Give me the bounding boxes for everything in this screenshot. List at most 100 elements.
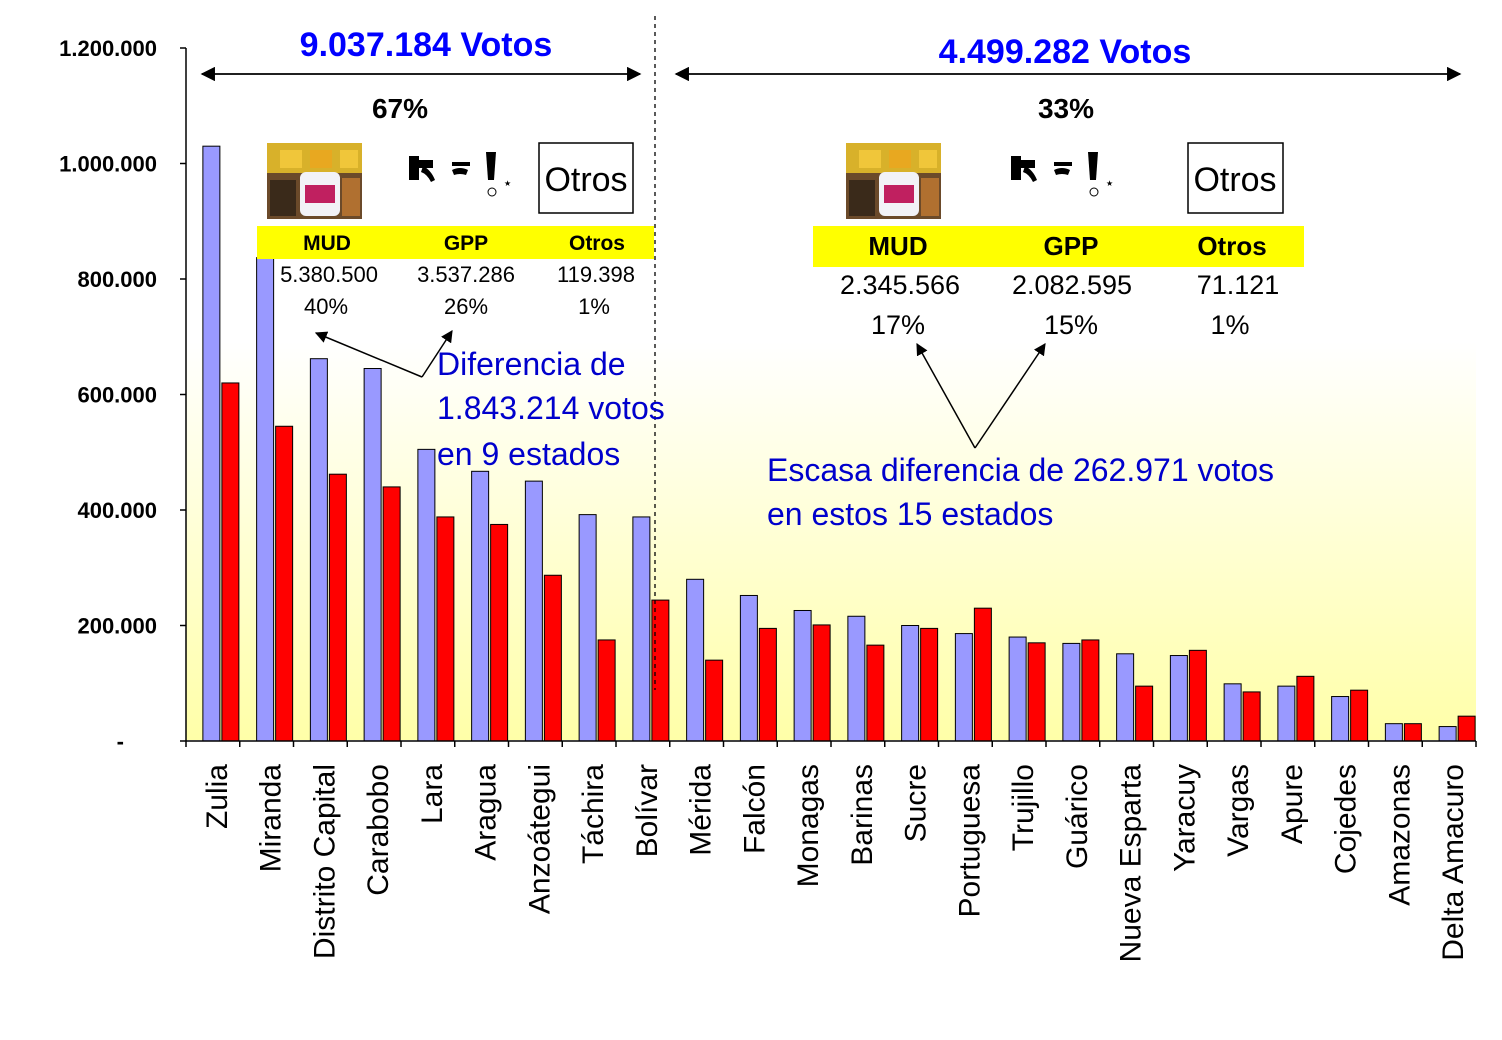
x-tick-label-monagas: Monagas (792, 764, 825, 887)
bar-series1-delta-amacuro (1438, 726, 1457, 742)
left-mud-photo (267, 143, 362, 219)
bar-series2-guárico (1081, 639, 1100, 742)
x-tick-label-delta-amacuro: Delta Amacuro (1437, 764, 1470, 961)
x-tick-label-amazonas: Amazonas (1383, 764, 1416, 906)
svg-text:★: ★ (504, 179, 511, 188)
bar-series2-bolívar (651, 599, 670, 742)
bar-series1-barinas (847, 615, 866, 742)
bar-series1-anzoátegui (524, 480, 543, 742)
bar-series2-lara (436, 516, 455, 742)
left-value-gpp: 3.537.286 (417, 262, 515, 287)
bar-series2-apure (1296, 675, 1315, 742)
bar-series1-guárico (1062, 642, 1081, 742)
left-otros-box-label: Otros (544, 161, 627, 199)
bar-series1-lara (417, 448, 436, 742)
bar-series2-mérida (705, 659, 724, 742)
y-tick-label: - (117, 729, 124, 754)
x-tick-label-táchira: Táchira (577, 764, 610, 864)
bar-series2-vargas (1242, 691, 1261, 742)
x-tick-label-guárico: Guárico (1061, 764, 1094, 869)
bar-series2-trujillo (1027, 642, 1046, 742)
x-tick-label-falcón: Falcón (738, 764, 771, 854)
x-tick-label-carabobo: Carabobo (362, 764, 395, 896)
left-header-gpp: GPP (444, 232, 488, 255)
x-tick-label-barinas: Barinas (846, 764, 879, 866)
left-value-mud: 5.380.500 (280, 262, 378, 287)
bar-series2-nueva-esparta (1135, 685, 1154, 742)
right-note-arrow-gpp (974, 343, 1046, 449)
bar-series1-yaracuy (1169, 655, 1188, 742)
x-tick-label-mérida: Mérida (685, 764, 718, 856)
right-mud-photo (846, 143, 941, 219)
x-tick-label-sucre: Sucre (900, 764, 933, 842)
bar-series1-táchira (578, 514, 597, 742)
left-pct-gpp: 26% (444, 294, 488, 319)
bar-series1-distrito-capital (309, 358, 328, 742)
right-note-line-2: en estos 15 estados (767, 496, 1053, 532)
bar-series2-amazonas (1403, 723, 1422, 742)
left-note-line-2: 1.843.214 votos (437, 390, 665, 426)
bar-series2-falcón (758, 627, 777, 742)
x-tick-label-nueva-esparta: Nueva Esparta (1115, 764, 1148, 963)
x-tick-label-aragua: Aragua (470, 764, 503, 861)
left-otros-box (538, 142, 634, 214)
bar-series1-sucre (901, 625, 920, 742)
svg-text:★: ★ (1106, 179, 1113, 188)
left-pct-otros: 1% (578, 294, 610, 319)
y-tick-label: 200.000 (77, 614, 157, 639)
right-header-gpp: GPP (1044, 231, 1099, 261)
right-header-mud: MUD (868, 231, 927, 261)
bar-series2-yaracuy (1188, 649, 1207, 742)
bar-series2-táchira (597, 639, 616, 742)
left-percentage: 67% (372, 93, 428, 124)
bar-series2-anzoátegui (543, 574, 562, 742)
bar-series1-nueva-esparta (1116, 653, 1135, 742)
left-value-otros: 119.398 (557, 262, 635, 287)
x-tick-label-miranda: Miranda (255, 764, 288, 873)
left-pct-mud: 40% (304, 294, 348, 319)
y-tick-label: 400.000 (77, 498, 157, 523)
bar-series1-amazonas (1384, 723, 1403, 742)
bar-series1-carabobo (363, 368, 382, 742)
bar-series2-barinas (866, 644, 885, 742)
right-value-gpp: 2.082.595 (1012, 270, 1132, 300)
x-tick-label-distrito-capital: Distrito Capital (308, 764, 341, 959)
bar-series2-sucre (920, 627, 939, 742)
right-value-mud: 2.345.566 (840, 270, 960, 300)
x-tick-label-apure: Apure (1276, 764, 1309, 844)
x-tick-label-yaracuy: Yaracuy (1168, 764, 1201, 872)
bar-series1-monagas (793, 609, 812, 742)
bar-series2-zulia (221, 382, 240, 742)
bar-series2-miranda (275, 425, 294, 742)
right-note-line-1: Escasa diferencia de 262.971 votos (767, 452, 1274, 488)
y-tick-label: 800.000 (77, 267, 157, 292)
left-note-arrow-gpp (421, 329, 453, 378)
left-total-votes: 9.037.184 Votos (300, 26, 553, 64)
left-header-mud: MUD (303, 232, 351, 255)
y-ticks-group: - 200.000 400.000 600.000 800.000 1.000.000 1.… (59, 36, 186, 754)
right-percentage: 33% (1038, 93, 1094, 124)
left-note-line-3: en 9 estados (437, 436, 620, 472)
right-pct-mud: 17% (871, 310, 925, 340)
bar-series2-monagas (812, 624, 831, 742)
y-tick-label: 1.200.000 (59, 36, 157, 61)
left-note-line-1: Diferencia de (437, 346, 626, 382)
x-tick-label-bolívar: Bolívar (631, 764, 664, 857)
y-tick-label: 600.000 (77, 383, 157, 408)
x-ticks-group: Zulia Miranda Distrito Capital Carabobo Lara… (185, 741, 1477, 963)
bar-series2-delta-amacuro (1457, 715, 1476, 742)
x-tick-label-trujillo: Trujillo (1007, 764, 1040, 851)
bar-series1-aragua (471, 470, 490, 742)
left-gpp-logo: ★ (409, 152, 511, 197)
bar-series1-falcón (739, 594, 758, 742)
bar-series2-cojedes (1350, 689, 1369, 742)
x-tick-label-vargas: Vargas (1222, 764, 1255, 857)
right-note-arrow-mud (916, 342, 976, 449)
right-annotation: 4.499.282 Votos 33% ★ Otros MUD GPP (674, 33, 1462, 532)
right-header-otros: Otros (1197, 231, 1266, 261)
right-otros-box-label: Otros (1193, 161, 1276, 199)
x-tick-label-lara: Lara (416, 764, 449, 824)
right-pct-otros: 1% (1210, 310, 1249, 340)
right-value-otros: 71.121 (1197, 270, 1280, 300)
right-otros-box (1187, 142, 1284, 214)
